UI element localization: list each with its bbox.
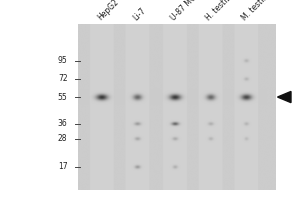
Text: Li-7: Li-7 — [131, 6, 147, 22]
Text: HepG2: HepG2 — [95, 0, 120, 22]
Text: 17: 17 — [58, 162, 68, 171]
Text: U-87 MG: U-87 MG — [169, 0, 198, 22]
Text: 36: 36 — [58, 119, 68, 128]
Text: 95: 95 — [58, 56, 68, 65]
Text: H. testis: H. testis — [204, 0, 233, 22]
Text: 55: 55 — [58, 93, 68, 102]
Polygon shape — [278, 91, 291, 103]
Text: 28: 28 — [58, 134, 68, 143]
Text: 72: 72 — [58, 74, 68, 83]
Text: M. testis: M. testis — [240, 0, 269, 22]
